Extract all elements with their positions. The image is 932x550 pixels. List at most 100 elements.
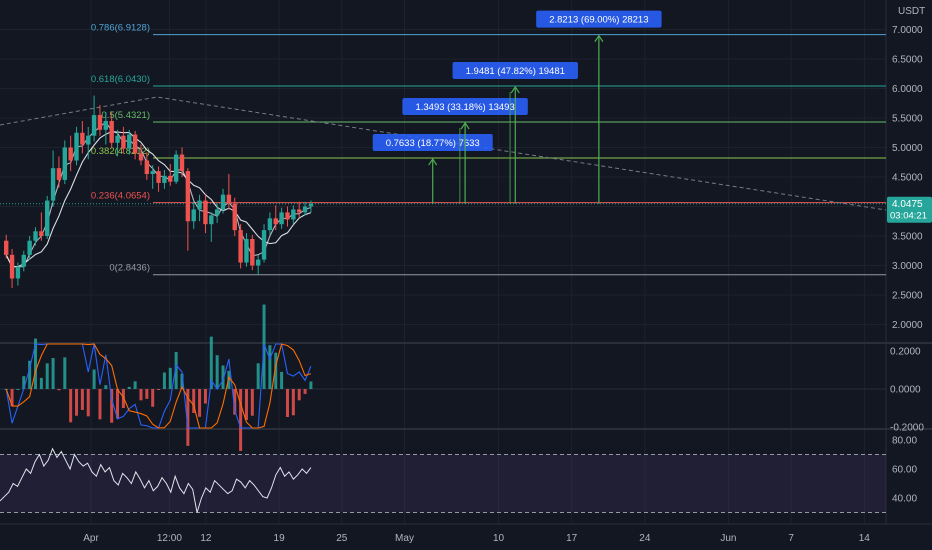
macd-histogram-bar (145, 389, 149, 399)
fib-level-label: 0.786(6.9128) (91, 23, 150, 34)
macd-histogram-bar (116, 389, 120, 419)
price-tick-label: 2.0000 (892, 320, 923, 331)
candle-body (203, 200, 208, 225)
macd-histogram-bar (110, 389, 114, 423)
macd-histogram-bar (16, 389, 20, 390)
time-tick-label: 17 (566, 533, 578, 544)
rsi-band (0, 454, 886, 513)
candle-body (244, 238, 249, 263)
candle-body (267, 218, 273, 231)
target-arrows[interactable]: 0.7633 (18.77%) 7633 1.3493 (33.18%) 1349… (372, 10, 662, 204)
macd-histogram-bar (209, 336, 213, 389)
macd-histogram-bar (22, 376, 26, 389)
candle-body (285, 212, 290, 220)
candle-body (138, 153, 144, 161)
candle-body (238, 230, 243, 263)
time-tick-label: 7 (788, 533, 794, 544)
price-tick-label: 4.5000 (892, 173, 923, 184)
candle-body (33, 231, 38, 241)
rsi-tick-label: 60.00 (892, 465, 917, 476)
time-tick-label: 14 (859, 533, 871, 544)
macd-histogram-bar (297, 389, 301, 401)
candle-body (109, 120, 114, 143)
macd-tick-label: -0.2000 (890, 423, 924, 434)
candle-body (103, 120, 109, 130)
fibonacci-retracement[interactable]: 0.786(6.9128) 0.618(6.0430) 0.5(5.4321) 0.3… (0, 23, 886, 276)
time-tick-label: Jun (720, 533, 736, 544)
candle-body (220, 194, 226, 210)
macd-histogram-bar (280, 371, 284, 389)
candle-body (4, 240, 9, 255)
candle-body (127, 134, 132, 149)
candle-body (261, 230, 267, 260)
macd-histogram-bar (268, 345, 272, 389)
macd-histogram-bar (303, 389, 307, 394)
candle-body (21, 254, 26, 267)
target-label-box (402, 98, 528, 116)
target-arrow-head (594, 34, 604, 42)
candle-body (27, 240, 32, 255)
candle-body (56, 168, 62, 180)
candle-body (214, 209, 220, 216)
target-arrow-head (510, 85, 520, 94)
candle-body (156, 171, 161, 183)
macd-histogram-bar (45, 363, 49, 389)
time-tick-label: 12 (200, 533, 212, 544)
macd-histogram-bar (239, 389, 243, 451)
candle-body (173, 154, 179, 182)
price-tick-label: 3.0000 (892, 261, 923, 272)
macd-histogram-bar (256, 363, 260, 389)
candle-body (302, 206, 308, 213)
time-tick-label: 25 (336, 533, 348, 544)
price-tick-label: 2.5000 (892, 291, 923, 302)
macd-histogram-bar (51, 358, 55, 389)
trendline-dashed (0, 96, 887, 211)
candle-body (86, 135, 91, 145)
candle-body (62, 147, 67, 180)
macd-histogram-bar (186, 389, 190, 446)
price-tick-label: 5.5000 (892, 114, 923, 125)
last-price-box (887, 196, 932, 223)
candle-body (144, 160, 150, 175)
time-axis[interactable]: Apr 12:00 12 19 25 May 10 17 24 Jun 7 14 (83, 533, 870, 544)
macd-tick-label: 0.2000 (890, 347, 921, 358)
time-tick-label: 10 (493, 533, 505, 544)
candle-body (185, 171, 191, 222)
macd-tick-label: 0.0000 (890, 385, 921, 396)
macd-histogram-bar (233, 389, 237, 415)
candle-body (291, 209, 296, 220)
macd-histogram-bar (69, 389, 73, 423)
price-axis[interactable]: USDT 7.0000 6.5000 6.0000 5.5000 5.0000 4.5000… (890, 6, 925, 505)
candle-body (279, 212, 284, 225)
trendline[interactable] (0, 96, 887, 211)
candle-body (250, 238, 255, 266)
macd-histogram-bar (285, 389, 289, 418)
fib-level-label: 0.382(4.8212) (91, 146, 150, 157)
macd-histogram-bar (92, 369, 96, 389)
candle-body (15, 266, 21, 279)
panel-backgrounds (0, 0, 932, 525)
candle-body (9, 254, 15, 279)
macd-histogram-bar (198, 389, 202, 417)
macd-histogram-bar (28, 360, 32, 389)
macd-histogram-bar (127, 386, 131, 389)
macd-histogram-bar (291, 389, 295, 416)
macd-histogram-bar (10, 389, 14, 407)
ma-slow-line (5, 131, 312, 268)
macd-histogram-bar (139, 389, 143, 401)
target-label-box (452, 61, 578, 79)
candle-body (132, 134, 138, 154)
target-label-text: 1.3493 (33.18%) 13493 (415, 102, 514, 113)
candle-body (91, 115, 97, 136)
candle-body (191, 209, 196, 222)
macd-histogram-bar (250, 389, 254, 416)
target-label-text: 1.9481 (47.82%) 19481 (466, 66, 565, 77)
candle-body (50, 168, 56, 201)
price-tick-label: 6.5000 (892, 55, 923, 66)
candle-body (80, 132, 85, 145)
target-label-box (536, 10, 662, 28)
macd-histogram-bar (203, 389, 207, 404)
macd-histogram-bar (309, 381, 313, 389)
